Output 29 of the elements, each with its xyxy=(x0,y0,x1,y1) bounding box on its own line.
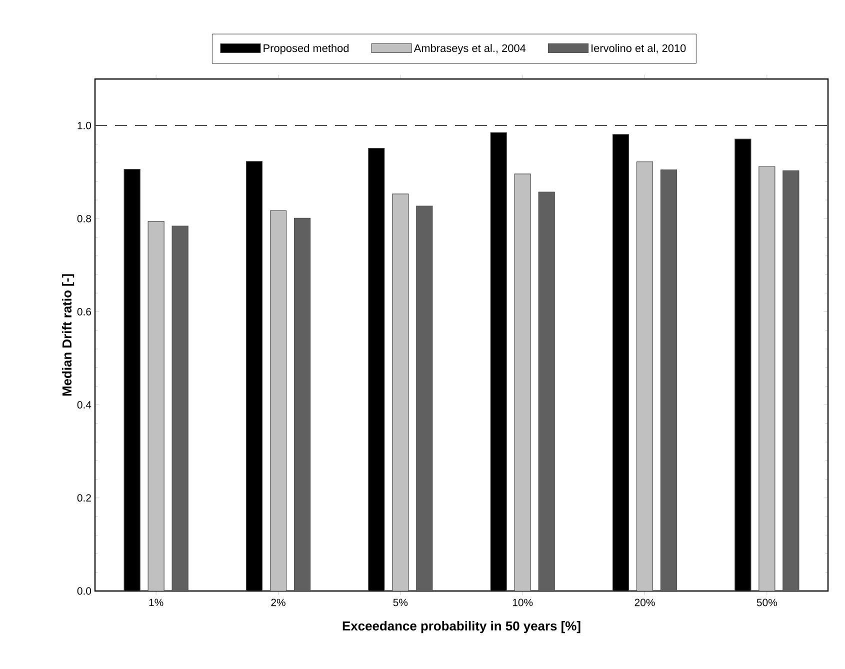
bar xyxy=(758,166,776,592)
y-tick-label: 0.8 xyxy=(77,214,92,222)
x-tick-label: 50% xyxy=(756,598,778,606)
y-tick-label: 0.0 xyxy=(77,587,92,595)
legend-label: Ambraseys et al., 2004 xyxy=(414,44,526,54)
bar xyxy=(636,162,654,592)
x-tick-label: 5% xyxy=(393,598,408,606)
y-tick-label: 0.2 xyxy=(77,494,91,502)
bar xyxy=(294,218,311,592)
x-tick-label: 1% xyxy=(149,598,164,606)
bar xyxy=(392,194,409,592)
x-axis-title: Exceedance probability in 50 years [%] xyxy=(342,621,580,634)
y-tick-label: 1.0 xyxy=(78,122,92,130)
y-tick-label: 0.4 xyxy=(77,401,92,409)
bar xyxy=(514,174,531,592)
bar xyxy=(148,221,164,592)
x-tick-label: 2% xyxy=(271,598,286,606)
bar xyxy=(660,169,678,592)
y-axis-title: Median Drift ratio [-] xyxy=(62,274,74,396)
legend-label: Iervolino et al, 2010 xyxy=(592,44,686,54)
y-tick-label: 0.6 xyxy=(77,308,92,316)
bar xyxy=(416,206,433,592)
bar xyxy=(782,170,800,592)
bar xyxy=(538,192,555,592)
legend-label: Proposed method xyxy=(264,44,349,54)
x-tick-label: 10% xyxy=(512,598,533,606)
bar xyxy=(172,226,188,592)
x-tick-label: 20% xyxy=(634,598,655,606)
bar xyxy=(270,210,287,592)
